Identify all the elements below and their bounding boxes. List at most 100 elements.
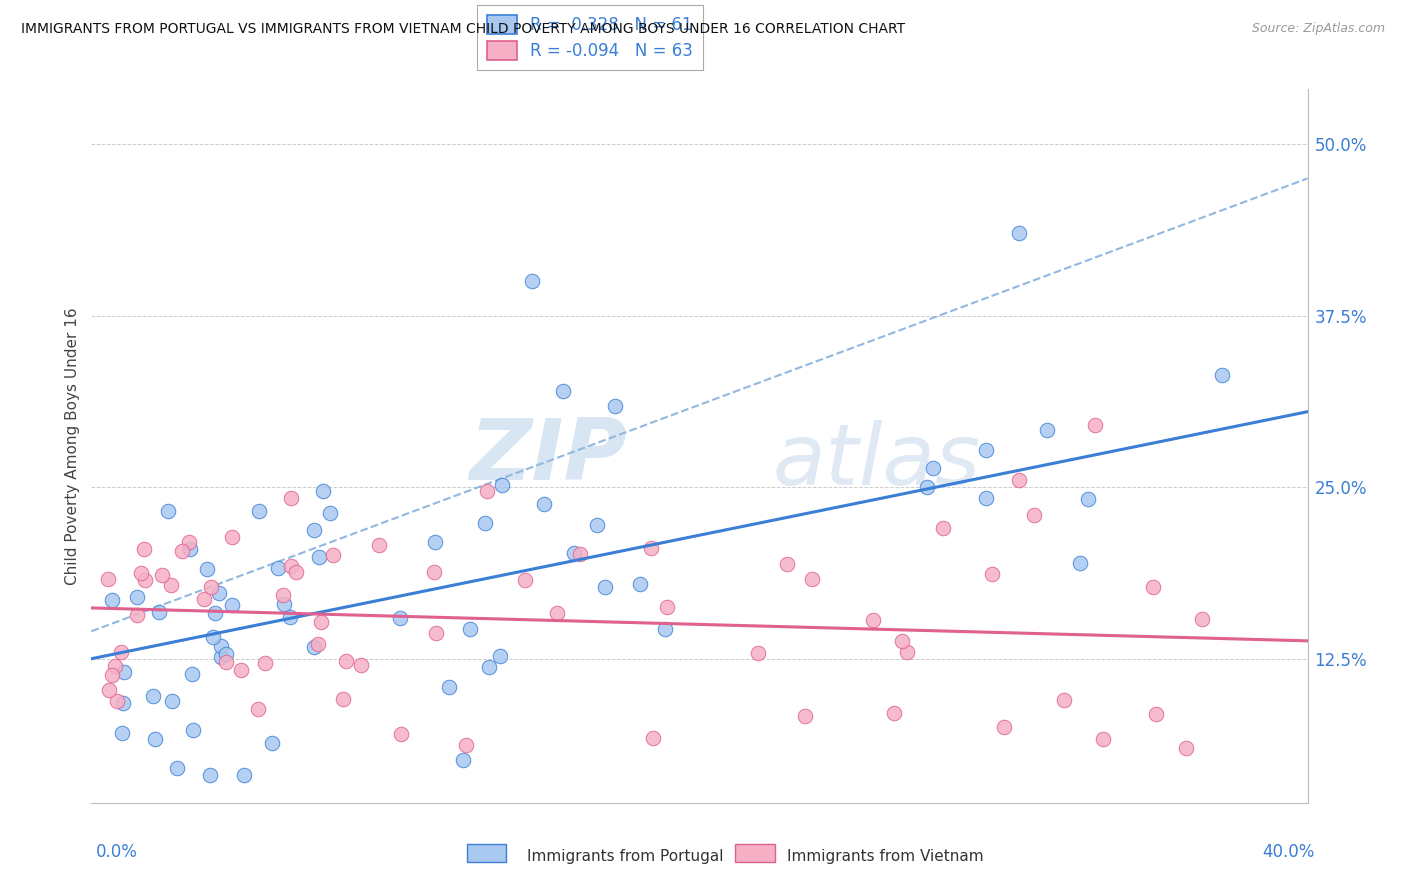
Point [1035, 423, 1057, 437]
Point [1053, 693, 1076, 707]
Point [564, 546, 586, 560]
Point [125, 591, 148, 605]
Point [522, 274, 544, 288]
Point [546, 607, 568, 621]
Point [143, 732, 166, 747]
Point [202, 630, 225, 644]
Point [221, 599, 243, 613]
Text: ZIP: ZIP [468, 415, 627, 499]
Point [162, 694, 184, 708]
Point [209, 639, 232, 653]
Point [267, 561, 290, 575]
Point [134, 573, 156, 587]
Point [1069, 556, 1091, 570]
Point [896, 645, 918, 659]
Point [367, 538, 389, 552]
Point [350, 658, 373, 673]
Point [180, 666, 202, 681]
Point [159, 577, 181, 591]
Point [491, 478, 513, 492]
Point [389, 727, 412, 741]
Point [101, 667, 124, 681]
Point [882, 706, 904, 720]
Point [177, 534, 200, 549]
Point [974, 442, 997, 457]
Point [335, 654, 357, 668]
Point [204, 606, 226, 620]
Point [862, 613, 884, 627]
Point [260, 735, 283, 749]
Point [890, 633, 912, 648]
Point [640, 541, 662, 555]
Point [976, 491, 998, 505]
Point [172, 544, 194, 558]
Point [793, 709, 815, 723]
Point [207, 586, 229, 600]
Point [307, 637, 329, 651]
Point [209, 649, 232, 664]
Point [1142, 580, 1164, 594]
Point [569, 547, 592, 561]
Point [322, 548, 344, 562]
Point [747, 646, 769, 660]
Point [254, 656, 277, 670]
Point [111, 697, 134, 711]
Point [104, 659, 127, 673]
Point [437, 680, 460, 694]
Point [198, 768, 221, 782]
Point [195, 561, 218, 575]
Point [801, 572, 824, 586]
Point [302, 640, 325, 655]
Point [232, 768, 254, 782]
Text: 40.0%: 40.0% [1263, 843, 1315, 861]
Point [97, 572, 120, 586]
Point [318, 506, 340, 520]
Point [215, 655, 238, 669]
Point [389, 611, 412, 625]
Point [111, 726, 134, 740]
Point [308, 549, 330, 564]
Point [478, 659, 501, 673]
Point [1091, 732, 1114, 747]
Point [628, 576, 651, 591]
Point [931, 521, 953, 535]
Point [231, 663, 253, 677]
Point [309, 615, 332, 630]
Point [474, 516, 496, 530]
Point [456, 738, 478, 752]
Point [1077, 491, 1099, 506]
Point [271, 588, 294, 602]
Point [200, 580, 222, 594]
Point [312, 484, 335, 499]
Point [1008, 227, 1031, 241]
Point [641, 731, 664, 745]
Point [1191, 612, 1213, 626]
Point [148, 605, 170, 619]
Y-axis label: Child Poverty Among Boys Under 16: Child Poverty Among Boys Under 16 [65, 307, 80, 585]
Point [1144, 706, 1167, 721]
Point [489, 649, 512, 664]
Point [475, 484, 498, 499]
Point [150, 568, 173, 582]
Point [112, 665, 135, 679]
Point [247, 701, 270, 715]
Point [215, 647, 238, 661]
Point [655, 599, 678, 614]
Point [110, 645, 132, 659]
Point [551, 384, 574, 398]
Point [101, 593, 124, 607]
Point [654, 623, 676, 637]
Text: Source: ZipAtlas.com: Source: ZipAtlas.com [1251, 22, 1385, 36]
Point [134, 541, 156, 556]
Text: 0.0%: 0.0% [96, 843, 138, 861]
Point [332, 692, 354, 706]
Point [593, 580, 616, 594]
Point [422, 565, 444, 579]
Point [1174, 740, 1197, 755]
Point [425, 535, 447, 549]
Point [156, 504, 179, 518]
Point [280, 559, 302, 574]
Legend: R =  0.328   N = 61, R = -0.094   N = 63: R = 0.328 N = 61, R = -0.094 N = 63 [477, 4, 703, 70]
Point [247, 504, 270, 518]
Point [425, 626, 447, 640]
